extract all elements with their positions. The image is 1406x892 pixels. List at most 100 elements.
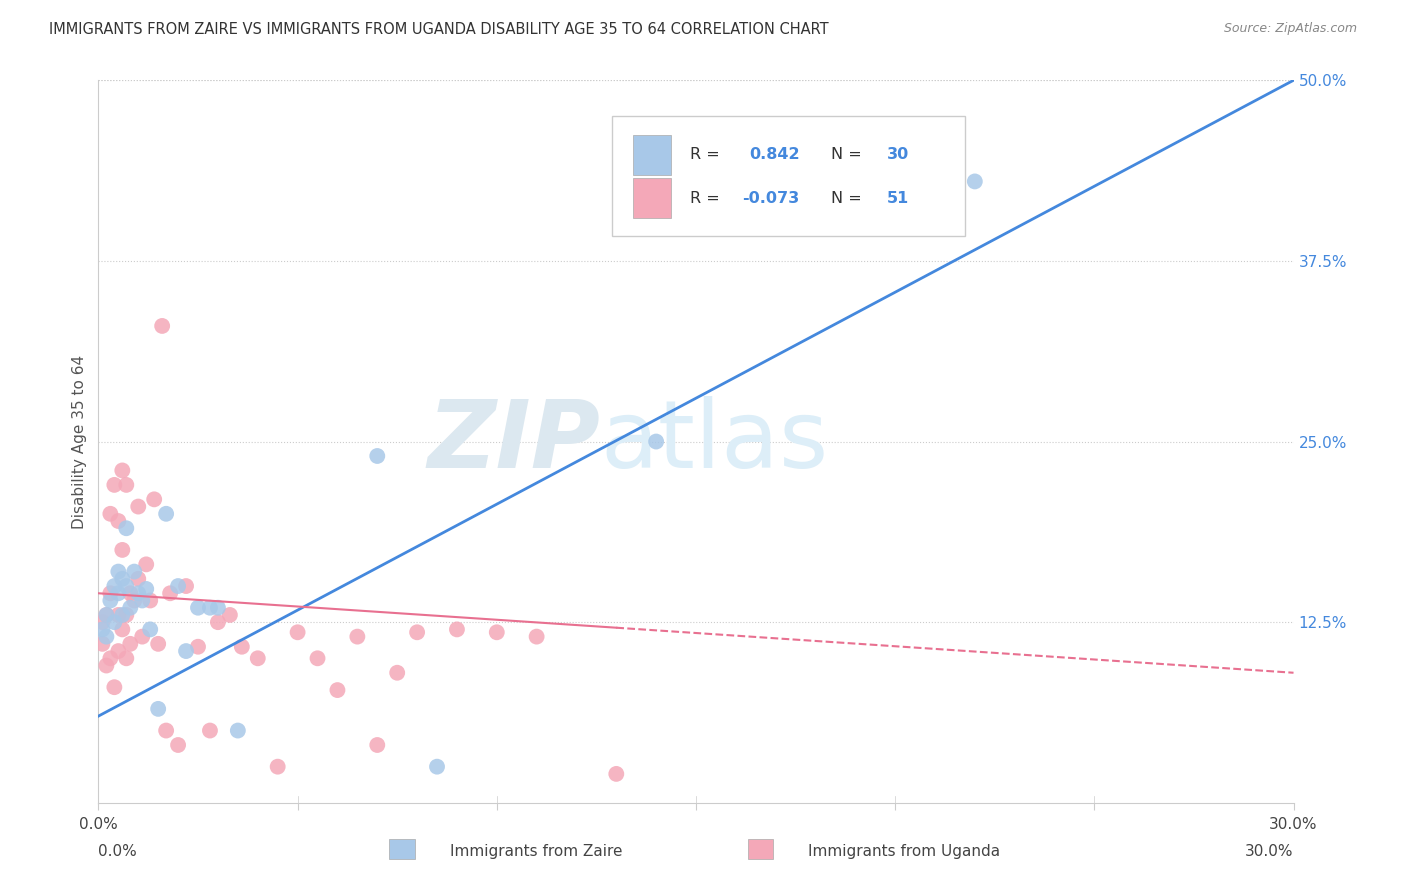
Point xyxy=(963,174,986,188)
Point xyxy=(96,607,118,622)
Point xyxy=(406,625,429,640)
Point xyxy=(131,593,153,607)
Point xyxy=(115,521,138,535)
Point xyxy=(231,640,253,654)
FancyBboxPatch shape xyxy=(633,135,671,175)
Text: 51: 51 xyxy=(887,191,910,205)
Point xyxy=(127,500,149,514)
Point xyxy=(187,600,209,615)
Point xyxy=(135,582,157,596)
Point xyxy=(96,658,118,673)
Point xyxy=(131,630,153,644)
Point xyxy=(96,630,118,644)
Point xyxy=(107,607,129,622)
Point xyxy=(127,586,149,600)
Point xyxy=(135,558,157,572)
Point xyxy=(326,683,349,698)
Point xyxy=(143,492,166,507)
Text: -0.073: -0.073 xyxy=(742,191,800,205)
Point xyxy=(366,738,388,752)
Point xyxy=(91,623,114,637)
Point xyxy=(91,615,114,630)
Point xyxy=(159,586,181,600)
Point xyxy=(346,630,368,644)
Text: Immigrants from Zaire: Immigrants from Zaire xyxy=(450,845,623,859)
Text: R =: R = xyxy=(690,191,725,205)
Point xyxy=(198,600,221,615)
Point xyxy=(107,514,129,528)
Point xyxy=(124,565,146,579)
Point xyxy=(103,579,125,593)
Point xyxy=(246,651,269,665)
Point xyxy=(385,665,409,680)
Point xyxy=(207,600,229,615)
Point xyxy=(111,623,134,637)
Point xyxy=(485,625,508,640)
Point xyxy=(115,579,138,593)
Point xyxy=(139,623,162,637)
Y-axis label: Disability Age 35 to 64: Disability Age 35 to 64 xyxy=(72,354,87,529)
Point xyxy=(103,680,125,694)
Point xyxy=(124,593,146,607)
Point xyxy=(155,723,177,738)
Point xyxy=(111,607,134,622)
Point xyxy=(103,478,125,492)
Point xyxy=(98,593,122,607)
Point xyxy=(446,623,468,637)
Point xyxy=(426,760,449,774)
Point xyxy=(366,449,388,463)
Point xyxy=(107,644,129,658)
Point xyxy=(287,625,309,640)
Point xyxy=(167,579,190,593)
Text: 0.842: 0.842 xyxy=(749,147,800,162)
Point xyxy=(115,651,138,665)
Point xyxy=(174,644,197,658)
Point xyxy=(107,586,129,600)
Point xyxy=(98,507,122,521)
Text: Immigrants from Uganda: Immigrants from Uganda xyxy=(808,845,1001,859)
Point xyxy=(115,607,138,622)
Point xyxy=(207,615,229,630)
Point xyxy=(120,586,142,600)
Text: N =: N = xyxy=(831,147,868,162)
Point xyxy=(115,478,138,492)
Text: 30: 30 xyxy=(887,147,910,162)
Point xyxy=(219,607,242,622)
Point xyxy=(155,507,177,521)
Point xyxy=(148,702,170,716)
Point xyxy=(645,434,668,449)
Point xyxy=(107,565,129,579)
FancyBboxPatch shape xyxy=(613,117,965,235)
Text: 0.0%: 0.0% xyxy=(98,845,138,859)
Point xyxy=(187,640,209,654)
Text: Source: ZipAtlas.com: Source: ZipAtlas.com xyxy=(1223,22,1357,36)
Text: ZIP: ZIP xyxy=(427,395,600,488)
Point xyxy=(226,723,249,738)
Text: N =: N = xyxy=(831,191,868,205)
Point xyxy=(198,723,221,738)
Point xyxy=(307,651,329,665)
Point xyxy=(139,593,162,607)
Text: R =: R = xyxy=(690,147,725,162)
Point xyxy=(150,318,173,333)
Point xyxy=(267,760,290,774)
Point xyxy=(526,630,548,644)
Point xyxy=(148,637,170,651)
Point xyxy=(605,767,627,781)
Text: atlas: atlas xyxy=(600,395,828,488)
Point xyxy=(127,572,149,586)
Point xyxy=(120,600,142,615)
Point xyxy=(111,572,134,586)
Text: 30.0%: 30.0% xyxy=(1246,845,1294,859)
Point xyxy=(96,607,118,622)
Point xyxy=(98,586,122,600)
Text: IMMIGRANTS FROM ZAIRE VS IMMIGRANTS FROM UGANDA DISABILITY AGE 35 TO 64 CORRELAT: IMMIGRANTS FROM ZAIRE VS IMMIGRANTS FROM… xyxy=(49,22,828,37)
Point xyxy=(111,542,134,557)
Point xyxy=(98,651,122,665)
Point xyxy=(174,579,197,593)
Point xyxy=(167,738,190,752)
Point xyxy=(111,463,134,477)
Point xyxy=(120,637,142,651)
Point xyxy=(103,615,125,630)
Point xyxy=(91,637,114,651)
